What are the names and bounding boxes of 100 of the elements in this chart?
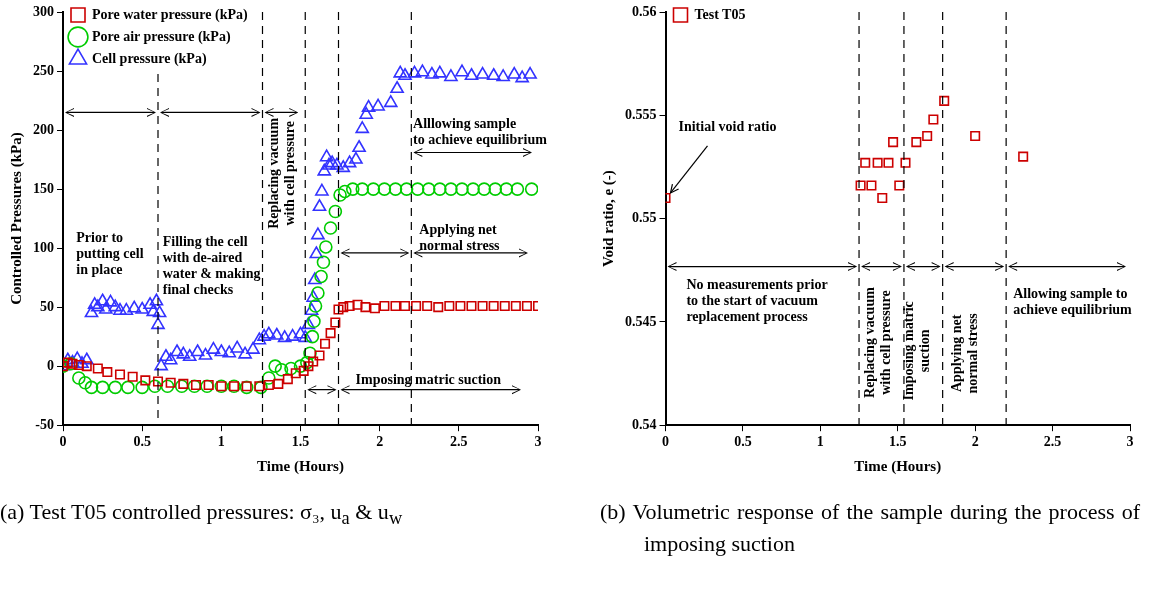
x-tick-label: 0 (662, 434, 669, 450)
point (152, 376, 164, 387)
point (300, 355, 314, 370)
point (855, 180, 866, 191)
point (510, 182, 525, 196)
point (308, 356, 319, 367)
x-tick-label: 0.5 (734, 434, 752, 450)
y-tick-label: 300 (33, 3, 54, 19)
point (81, 361, 92, 372)
point (399, 182, 414, 196)
x-tick-label: 1 (816, 434, 824, 450)
point (92, 363, 103, 374)
point (1018, 151, 1029, 162)
point (344, 300, 355, 312)
point (433, 302, 444, 313)
annotation: Allowing sample to achieve equilibrium (1013, 285, 1133, 317)
point (262, 371, 276, 385)
point (114, 369, 126, 380)
point (333, 188, 347, 202)
point (477, 300, 488, 312)
x-tick-label: 2 (971, 434, 979, 450)
x-axis-title: Time (Hours) (854, 457, 942, 475)
y-tick-label: 0.555 (625, 106, 657, 122)
point (872, 157, 883, 168)
point (308, 299, 323, 313)
y-tick-label: 200 (33, 121, 54, 137)
point (360, 302, 371, 313)
point (455, 300, 466, 312)
legend-label: Test T05 (694, 6, 746, 22)
point (488, 182, 503, 196)
point (311, 286, 325, 300)
point (488, 300, 499, 312)
legend-label: Pore air pressure (kPa) (92, 28, 231, 45)
point (102, 367, 113, 378)
point (178, 378, 189, 389)
annotation: Replacing vacuum with cell pressure (266, 117, 298, 229)
x-tick-label: 2.5 (450, 434, 468, 450)
point (860, 157, 871, 168)
x-tick-label: 0 (59, 434, 67, 450)
point (521, 300, 532, 312)
annotation: No measurements prior to the start of vacuum replacement process (686, 277, 828, 325)
annotation: Imposing matric suction (901, 301, 933, 401)
point (314, 350, 325, 361)
point (323, 221, 338, 235)
x-axis-title: Time (Hours) (257, 457, 344, 475)
x-tick-label: 0.5 (133, 434, 151, 450)
point (338, 302, 349, 313)
point (307, 314, 321, 329)
point (466, 300, 477, 312)
point (888, 137, 899, 148)
point (422, 300, 433, 312)
point (316, 255, 331, 270)
point (174, 379, 189, 394)
point (352, 299, 363, 310)
point (298, 365, 309, 376)
point (314, 269, 328, 284)
point (95, 380, 110, 395)
point (148, 379, 162, 394)
point (366, 182, 381, 196)
point (433, 182, 447, 196)
point (84, 380, 99, 395)
point (127, 371, 138, 382)
x-tick-label: 3 (534, 434, 542, 450)
point (320, 338, 331, 349)
point (510, 300, 521, 312)
point (325, 328, 336, 339)
point (410, 182, 425, 196)
y-tick-label: 0.545 (625, 313, 657, 329)
point (877, 192, 888, 203)
point (319, 240, 333, 254)
point (866, 180, 877, 191)
point (922, 130, 933, 141)
point (970, 130, 981, 141)
point (377, 182, 392, 196)
point (524, 182, 538, 196)
point (388, 182, 403, 196)
legend-label: Cell pressure (kPa) (92, 50, 207, 67)
point (379, 300, 390, 312)
y-tick-label: 100 (33, 239, 54, 255)
x-tick-label: 2 (376, 434, 384, 450)
point (911, 137, 922, 148)
x-tick-label: 1.5 (291, 434, 310, 450)
point (274, 362, 289, 377)
point (290, 368, 301, 379)
point (455, 182, 469, 196)
y-axis-title: Controlled Pressures (kPa) (7, 132, 25, 305)
point (444, 182, 458, 196)
point (121, 380, 135, 395)
point (390, 300, 401, 312)
point (355, 182, 370, 196)
point (499, 300, 510, 312)
point (305, 329, 320, 344)
annotation: Applying net normal stress (419, 221, 501, 253)
legend-label: Pore water pressure (kPa) (92, 6, 248, 23)
annotation: Alllowing sample to achieve equilibrium (413, 115, 548, 147)
y-tick-label: -50 (35, 416, 54, 432)
point (411, 300, 422, 312)
point (328, 204, 343, 219)
point (333, 304, 344, 315)
point (282, 374, 293, 385)
